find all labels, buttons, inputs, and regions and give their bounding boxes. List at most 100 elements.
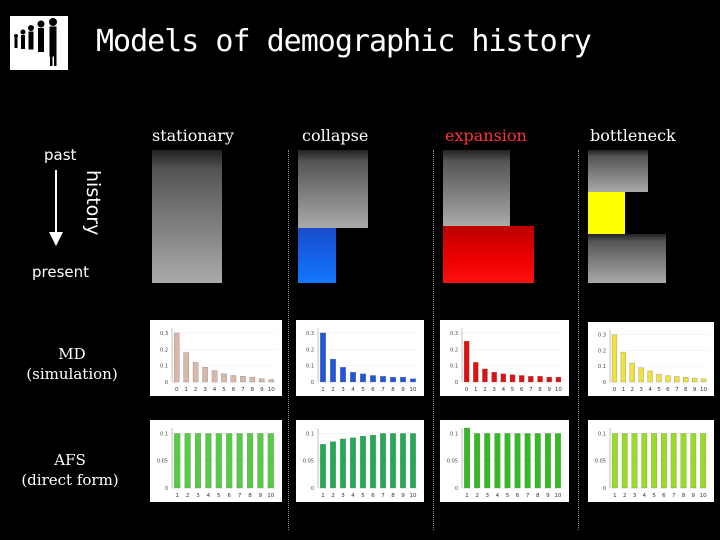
x-tick-label: 6 [371,493,375,499]
x-tick-label: 10 [267,493,274,499]
x-tick-label: 5 [217,493,221,499]
bar [700,433,706,489]
x-tick-label: 5 [511,387,515,393]
bar [370,375,376,383]
bar [390,376,396,383]
collapse-md-chart: 0.3 0.2 0.1 0 1 2 3 4 5 6 7 8 9 10 [296,320,424,396]
x-tick-label: 10 [700,387,707,393]
history-arrow-icon [48,168,64,252]
x-tick-label: 4 [643,493,647,499]
x-tick-label: 9 [693,387,697,393]
x-tick-label: 0 [465,387,469,393]
x-tick-label: 8 [536,493,540,499]
md-row-label: MD (simulation) [26,345,118,383]
y-tick-label: 0.1 [450,431,458,437]
bar [690,433,697,489]
bar [494,433,501,489]
x-tick-label: 5 [506,493,510,499]
y-tick-label: 0.2 [450,347,458,353]
present-label: present [32,263,90,281]
y-tick-label: 0 [165,380,168,386]
bar [183,352,189,383]
bar [491,372,497,383]
bar [330,358,336,383]
column-separator [578,150,579,530]
bar [463,340,470,383]
x-tick-label: 7 [675,387,679,393]
x-tick-label: 5 [361,493,365,499]
x-tick-label: 1 [622,387,626,393]
bar [631,433,638,489]
past-label: past [44,146,77,164]
bar [612,433,618,489]
bar [638,367,644,383]
bar [400,433,406,489]
y-tick-label: 0.3 [306,331,314,337]
x-tick-label: 5 [657,387,661,393]
x-tick-label: 10 [555,387,562,393]
bar [215,433,222,489]
expansion-recent-population [443,226,534,283]
bar [641,433,648,489]
x-tick-label: 8 [251,387,255,393]
x-tick-label: 0 [613,387,617,393]
bar [500,373,506,383]
y-tick-label: 0.05 [447,459,458,465]
bottleneck-md-chart: 0.30.20.100 1 2 3 4 5 6 7 8 9 10 [588,322,714,396]
stationary-header: stationary [152,126,234,145]
y-tick-label: 0.3 [160,331,168,337]
x-tick-label: 7 [241,387,245,393]
x-tick-label: 10 [410,387,417,393]
bar [340,438,346,489]
bar [202,367,208,383]
y-tick-label: 0.05 [595,459,606,465]
bar [360,436,366,489]
x-tick-label: 8 [684,387,688,393]
y-tick-label: 0.05 [157,459,168,465]
x-tick-label: 7 [526,493,530,499]
bar [661,433,667,489]
expansion-header: expansion [445,126,527,145]
y-tick-label: 0.1 [598,364,606,370]
y-tick-label: 0.1 [306,364,314,370]
bar [509,374,516,383]
x-tick-label: 2 [631,387,635,393]
x-tick-label: 6 [520,387,524,393]
bar [683,377,689,383]
expansion-md-chart: 0.30.20.100 1 2 3 4 5 6 7 8 9 10 [440,320,569,396]
bar [240,376,246,383]
y-tick-label: 0.2 [598,348,606,354]
bar [192,362,199,383]
collapse-afs-chart: 0.1 0.05 0 1 2 3 4 5 6 7 8 9 10 [296,420,424,502]
x-tick-label: 4 [207,493,211,499]
bar [555,376,562,383]
x-tick-label: 5 [222,387,226,393]
x-tick-label: 7 [529,387,533,393]
x-tick-label: 4 [496,493,500,499]
stationary-population-shape [152,150,222,283]
afs-row-label: AFS (direct form) [21,451,119,489]
x-tick-label: 8 [538,387,542,393]
bar [410,378,416,383]
y-tick-label: 0.1 [160,364,168,370]
y-tick-label: 0 [455,380,458,386]
x-tick-label: 8 [248,493,252,499]
bottleneck-afs-chart: 0.1 0.05 0 1 2 3 4 5 6 7 8 9 10 [588,420,714,502]
bar [360,373,366,383]
bar [320,332,326,383]
x-tick-label: 4 [213,387,217,393]
x-tick-label: 10 [554,493,561,499]
bar [692,377,698,383]
bar [259,378,265,383]
x-tick-label: 1 [465,493,469,499]
x-tick-label: 2 [623,493,627,499]
bar [534,433,541,489]
bar [474,433,481,489]
x-tick-label: 3 [633,493,637,499]
bar [519,375,525,383]
collapse-recent-population [298,228,336,283]
page-title: Models of demographic history [96,24,592,59]
x-tick-label: 8 [682,493,686,499]
y-tick-label: 0.1 [160,431,168,437]
x-tick-label: 5 [361,387,365,393]
